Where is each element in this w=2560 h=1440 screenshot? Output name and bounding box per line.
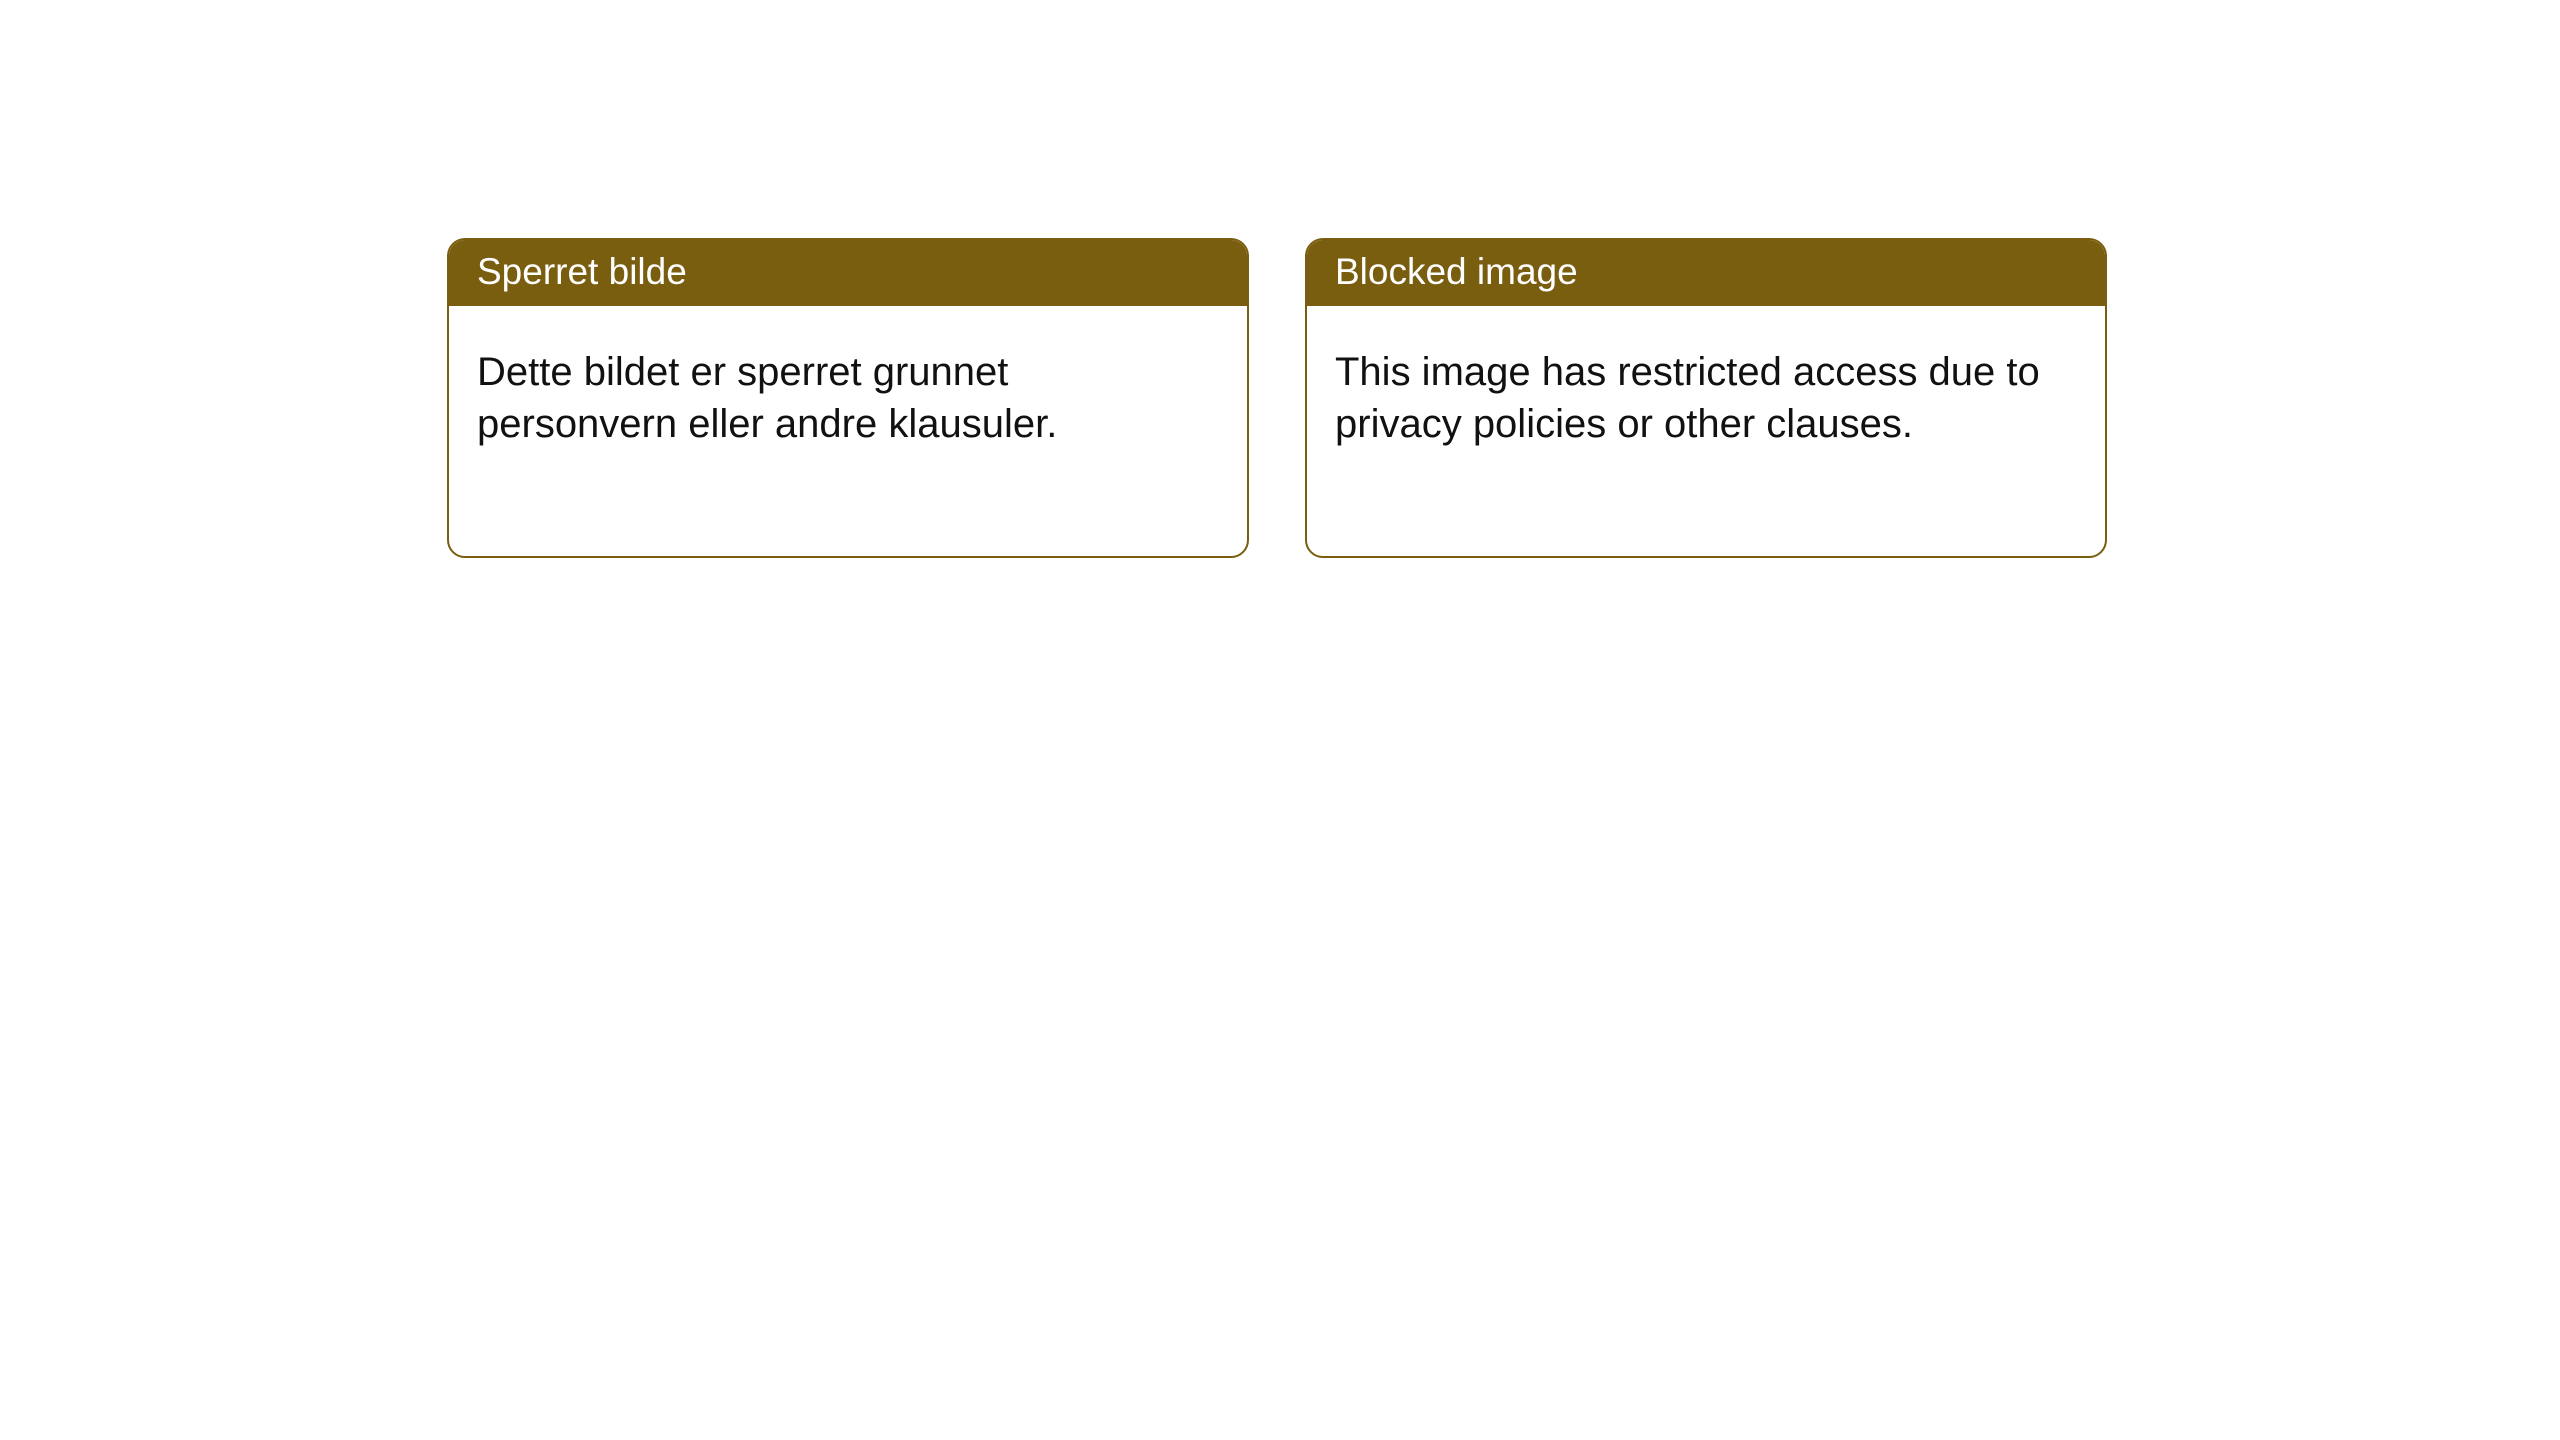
- notice-container: Sperret bilde Dette bildet er sperret gr…: [0, 0, 2560, 558]
- card-header: Blocked image: [1307, 240, 2105, 306]
- card-body: Dette bildet er sperret grunnet personve…: [449, 306, 1247, 556]
- card-body: This image has restricted access due to …: [1307, 306, 2105, 556]
- notice-card-norwegian: Sperret bilde Dette bildet er sperret gr…: [447, 238, 1249, 558]
- notice-card-english: Blocked image This image has restricted …: [1305, 238, 2107, 558]
- card-header: Sperret bilde: [449, 240, 1247, 306]
